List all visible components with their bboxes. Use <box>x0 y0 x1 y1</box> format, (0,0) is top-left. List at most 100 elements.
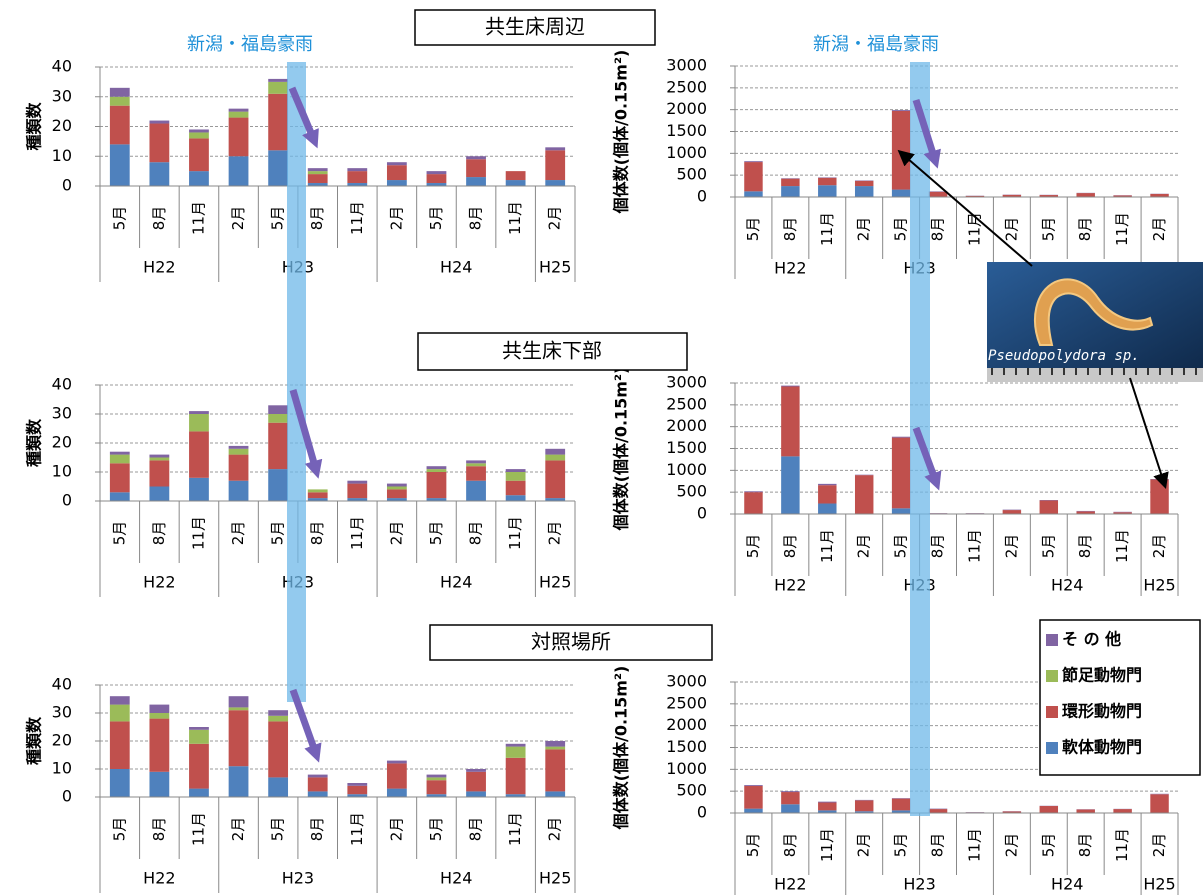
x-tick-label: 2月 <box>387 521 405 546</box>
y-axis-label: 個体数(個体/0.15m²) <box>612 50 631 215</box>
x-tick-label: 5月 <box>427 521 445 546</box>
bar-segment <box>466 769 486 772</box>
bar-segment <box>466 463 486 467</box>
bar-segment <box>189 431 209 478</box>
arrow <box>912 426 942 491</box>
bar-segment <box>307 171 328 175</box>
x-tick-label: 8月 <box>781 534 799 559</box>
y-tick-label: 30 <box>52 703 72 722</box>
group-label: H25 <box>539 573 571 592</box>
bar-segment <box>505 746 526 758</box>
bar-segment <box>109 87 130 97</box>
y-tick-label: 40 <box>52 57 72 76</box>
x-tick-label: 11月 <box>189 201 207 235</box>
bar-segment <box>1113 512 1132 514</box>
bar-segment <box>109 451 130 455</box>
bar-segment <box>426 183 447 186</box>
x-tick-label: 5月 <box>269 817 287 842</box>
bar-segment <box>149 457 170 461</box>
bar-segment <box>781 456 800 514</box>
bar-segment <box>466 791 486 797</box>
worm <box>1034 278 1154 346</box>
x-tick-label: 11月 <box>818 828 836 862</box>
bar-segment <box>1113 195 1132 197</box>
bar-segment <box>307 774 328 778</box>
bar-segment <box>268 150 289 186</box>
y-tick-label: 3000 <box>666 56 707 75</box>
bar-segment <box>189 729 209 744</box>
bar-segment <box>268 715 289 722</box>
bar-segment <box>744 491 763 493</box>
bar-segment <box>347 183 368 186</box>
bar-segment <box>268 414 289 423</box>
x-tick-label: 11月 <box>506 201 524 235</box>
x-tick-label: 8月 <box>467 206 485 231</box>
y-axis-label: 種類数 <box>25 418 44 467</box>
arrow <box>912 98 941 169</box>
bar-segment <box>386 162 407 166</box>
x-tick-label: 11月 <box>1113 529 1131 563</box>
bar-segment <box>818 177 837 186</box>
bar-segment <box>781 386 800 457</box>
x-tick-label: 11月 <box>348 201 366 235</box>
group-label: H24 <box>440 258 472 277</box>
bar-segment <box>466 177 486 186</box>
chart: 0 500 1000 1500 2000 2500 3000 個体数(個体/0.15m²) 5月… <box>612 367 1179 596</box>
bar-segment <box>545 150 566 181</box>
bar-segment <box>891 110 911 190</box>
pointer-arrow <box>897 149 1033 267</box>
bar-segment <box>307 777 328 792</box>
bar-segment <box>347 498 368 501</box>
x-tick-label: 8月 <box>467 817 485 842</box>
x-tick-label: 2月 <box>1150 217 1168 242</box>
flood-label: 新潟・福島豪雨 <box>187 34 313 55</box>
bar-segment <box>109 492 130 501</box>
x-tick-label: 2月 <box>1002 833 1020 858</box>
bar-segment <box>268 78 289 82</box>
bar-segment <box>891 436 911 438</box>
x-tick-label: 11月 <box>506 516 524 550</box>
flood-label: 新潟・福島豪雨 <box>813 34 939 55</box>
group-label: H24 <box>1051 875 1083 894</box>
y-tick-label: 10 <box>52 462 72 481</box>
legend-label: そ の 他 <box>1062 630 1121 649</box>
y-tick-label: 30 <box>52 404 72 423</box>
y-tick-label: 20 <box>52 433 72 452</box>
y-tick-label: 40 <box>52 375 72 394</box>
bar-segment <box>386 763 407 789</box>
x-tick-label: 5月 <box>110 817 128 842</box>
group-label: H22 <box>143 869 175 888</box>
bar-segment <box>228 454 249 481</box>
bar-segment <box>505 757 526 795</box>
bar-segment <box>818 185 837 197</box>
bar-segment <box>744 808 763 813</box>
bar-segment <box>781 385 800 387</box>
bar-segment <box>149 704 170 713</box>
x-tick-label: 2月 <box>1002 534 1020 559</box>
bar-segment <box>1039 806 1059 813</box>
group-label: H22 <box>774 576 806 595</box>
group-label: H25 <box>539 869 571 888</box>
bar-segment <box>1002 510 1022 514</box>
x-tick-label: 8月 <box>781 217 799 242</box>
bar-segment <box>818 810 837 813</box>
bar-segment <box>818 485 837 504</box>
x-tick-label: 8月 <box>929 217 947 242</box>
bar-segment <box>149 162 170 186</box>
x-tick-label: 5月 <box>892 217 910 242</box>
bar-segment <box>307 492 328 499</box>
bar-segment <box>307 489 328 493</box>
bar-segment <box>891 508 911 514</box>
bar-segment <box>228 448 249 455</box>
y-tick-label: 1500 <box>666 737 707 756</box>
y-tick-label: 0 <box>62 491 72 510</box>
bar-segment <box>891 189 911 197</box>
y-tick-label: 1000 <box>666 460 707 479</box>
x-tick-label: 8月 <box>150 817 168 842</box>
legend-label: 節足動物門 <box>1061 666 1142 685</box>
bar-segment <box>268 405 289 414</box>
bar-segment <box>744 161 763 163</box>
bar-segment <box>228 710 249 767</box>
legend-swatch <box>1046 742 1058 754</box>
